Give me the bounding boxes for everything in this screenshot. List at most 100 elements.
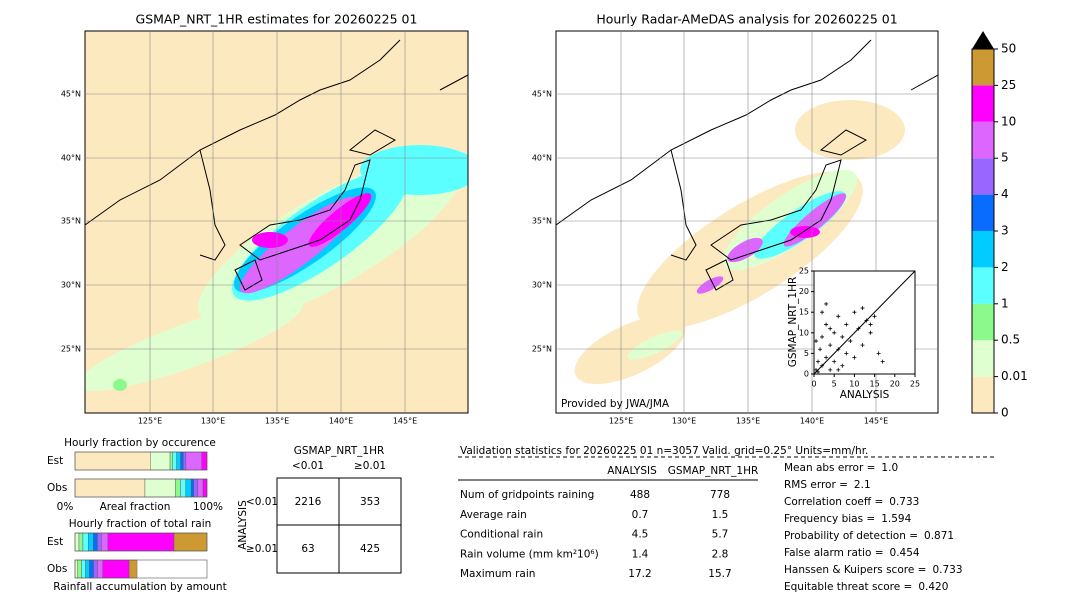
fraction-segment — [150, 451, 171, 471]
cell: 353 — [360, 496, 380, 508]
fraction-segment — [173, 532, 208, 552]
row-label: Num of gridpoints raining — [460, 489, 594, 501]
lon-label: 125°E — [138, 417, 162, 426]
point — [840, 334, 845, 339]
col-head: GSMAP_NRT_1HR — [668, 465, 759, 477]
point — [824, 301, 829, 306]
lon-label: 145°E — [393, 417, 417, 426]
point — [848, 339, 853, 344]
fraction-segment — [172, 451, 177, 471]
colorbar-segment — [972, 194, 994, 231]
point — [844, 322, 849, 327]
fraction-segment — [185, 478, 192, 498]
lon-label: 135°E — [736, 417, 760, 426]
fraction-segment — [93, 559, 98, 579]
lat-label: 30°N — [61, 281, 81, 290]
fraction-segment — [193, 478, 198, 498]
colorbar-extend — [972, 31, 994, 49]
fraction-segment — [197, 478, 204, 498]
fraction-segment — [128, 559, 138, 579]
point — [820, 334, 825, 339]
value: 15.7 — [708, 568, 731, 580]
y-tick-label: 10 — [799, 328, 809, 337]
x-tick-label: 5 — [832, 380, 837, 389]
fraction-segment — [74, 559, 78, 579]
fraction-segment — [89, 559, 94, 579]
fraction-segment — [201, 451, 208, 471]
map-title: Hourly Radar-AMeDAS analysis for 2026022… — [596, 12, 897, 27]
fraction-segment — [102, 559, 130, 579]
colorbar-segment — [972, 49, 994, 86]
colorbar-segment — [972, 376, 994, 413]
colorbar-segment — [972, 121, 994, 159]
fraction-segment — [107, 532, 175, 552]
map-frame — [555, 30, 939, 414]
point — [868, 322, 873, 327]
coastline — [556, 39, 938, 291]
score-value: 2.1 — [854, 479, 871, 491]
cell: 63 — [301, 543, 314, 555]
y-tick-label: 25 — [799, 267, 809, 276]
point — [814, 339, 819, 344]
point — [828, 326, 833, 331]
colorbar-segment — [972, 267, 994, 304]
colorbar-segment — [972, 303, 994, 341]
axis-label: Rainfall accumulation by amount — [53, 581, 226, 593]
col-head: ≥0.01 — [354, 460, 386, 472]
point — [872, 314, 877, 319]
colorbar-label: 0.5 — [1001, 333, 1020, 347]
point — [820, 363, 825, 368]
score-label: Mean abs error = — [784, 462, 875, 474]
rain-field — [574, 100, 905, 385]
bar-frame — [74, 478, 208, 498]
score: Mean abs error = 1.0 — [784, 462, 898, 474]
axis-label: 0% — [57, 501, 74, 513]
fraction-segment — [175, 478, 181, 498]
x-tick-label: 10 — [849, 380, 859, 389]
lat-label: 25°N — [532, 345, 552, 354]
colorbar-label: 3 — [1001, 224, 1009, 238]
colorbar-label: 10 — [1001, 114, 1016, 128]
lat-label: 25°N — [61, 345, 81, 354]
point — [852, 310, 857, 315]
point — [824, 322, 829, 327]
score-label: False alarm ratio = — [784, 547, 884, 559]
map-title: GSMAP_NRT_1HR estimates for 20260225 01 — [136, 12, 418, 27]
score: False alarm ratio = 0.454 — [784, 547, 920, 559]
fraction-segment — [202, 478, 208, 498]
colorbar-label: 0 — [1001, 406, 1009, 420]
colorbar-label: 25 — [1001, 78, 1016, 92]
row-head: <0.01 — [246, 496, 278, 508]
panel-title: Hourly fraction by occurence — [64, 437, 216, 449]
lat-label: 45°N — [532, 90, 552, 99]
row-label: Maximum rain — [460, 568, 535, 580]
row-label: Rain volume (mm km²10⁶) — [460, 548, 599, 560]
fraction-segment — [81, 559, 86, 579]
lat-label: 30°N — [532, 281, 552, 290]
y-tick-label: 5 — [804, 349, 809, 358]
point — [836, 347, 841, 352]
lon-label: 130°E — [672, 417, 696, 426]
value: 5.7 — [712, 529, 729, 541]
lon-label: 130°E — [201, 417, 225, 426]
fraction-segment — [97, 532, 102, 552]
colorbar-segment — [972, 231, 994, 268]
score-value: 1.594 — [881, 513, 911, 525]
score-value: 1.0 — [881, 462, 898, 474]
colorbar-label: 0.01 — [1001, 369, 1028, 383]
lat-label: 45°N — [61, 90, 81, 99]
point — [860, 343, 865, 348]
fraction-segment — [77, 559, 82, 579]
point — [860, 306, 865, 311]
col-head: <0.01 — [292, 460, 324, 472]
lon-label: 135°E — [265, 417, 289, 426]
bar-frame — [74, 451, 208, 471]
lat-label: 40°N — [61, 154, 81, 163]
point — [820, 310, 825, 315]
fraction-segment — [97, 559, 103, 579]
cell: 2216 — [295, 496, 322, 508]
fraction-segment — [183, 451, 187, 471]
score-label: Hanssen & Kuipers score = — [784, 564, 926, 576]
lat-label: 35°N — [532, 217, 552, 226]
credit: Provided by JWA/JMA — [561, 398, 670, 410]
